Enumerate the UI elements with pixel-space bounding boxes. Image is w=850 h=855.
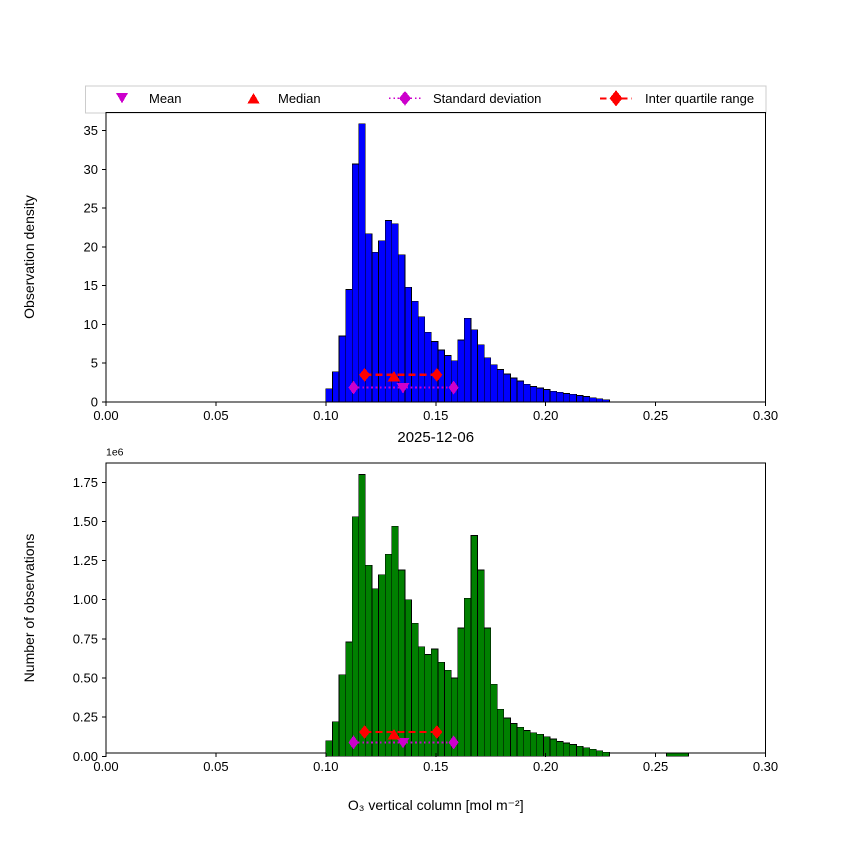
svg-text:5: 5: [91, 356, 98, 371]
svg-text:0.30: 0.30: [753, 759, 778, 774]
svg-text:0.00: 0.00: [93, 408, 118, 423]
svg-text:0.15: 0.15: [423, 408, 448, 423]
svg-text:0.75: 0.75: [73, 631, 98, 646]
svg-text:0.25: 0.25: [643, 759, 668, 774]
svg-text:0.25: 0.25: [73, 710, 98, 725]
svg-text:35: 35: [84, 123, 98, 138]
svg-text:20: 20: [84, 239, 98, 254]
svg-text:Median: Median: [278, 91, 321, 106]
svg-text:15: 15: [84, 278, 98, 293]
svg-text:0: 0: [91, 395, 98, 410]
svg-text:O₃ vertical column [mol m⁻²]: O₃ vertical column [mol m⁻²]: [348, 797, 524, 813]
svg-text:25: 25: [84, 201, 98, 216]
svg-text:Inter quartile range: Inter quartile range: [645, 91, 754, 106]
svg-text:0.00: 0.00: [73, 749, 98, 764]
svg-text:0.05: 0.05: [203, 759, 228, 774]
svg-text:1.50: 1.50: [73, 514, 98, 529]
svg-text:30: 30: [84, 162, 98, 177]
svg-text:Observation density: Observation density: [21, 195, 37, 319]
svg-text:Standard deviation: Standard deviation: [433, 91, 541, 106]
svg-text:2025-12-06: 2025-12-06: [397, 429, 474, 446]
svg-text:1.25: 1.25: [73, 553, 98, 568]
svg-text:Number of observations: Number of observations: [21, 534, 37, 683]
svg-text:0.20: 0.20: [533, 759, 558, 774]
svg-text:0.15: 0.15: [423, 759, 448, 774]
svg-text:0.10: 0.10: [313, 408, 338, 423]
svg-text:0.25: 0.25: [643, 408, 668, 423]
svg-text:0.10: 0.10: [313, 759, 338, 774]
svg-text:0.30: 0.30: [753, 408, 778, 423]
svg-text:0.20: 0.20: [533, 408, 558, 423]
svg-text:10: 10: [84, 317, 98, 332]
svg-text:1e6: 1e6: [106, 447, 124, 459]
svg-text:0.05: 0.05: [203, 408, 228, 423]
svg-text:0.50: 0.50: [73, 671, 98, 686]
svg-text:Mean: Mean: [149, 91, 182, 106]
svg-text:1.75: 1.75: [73, 475, 98, 490]
svg-text:1.00: 1.00: [73, 592, 98, 607]
